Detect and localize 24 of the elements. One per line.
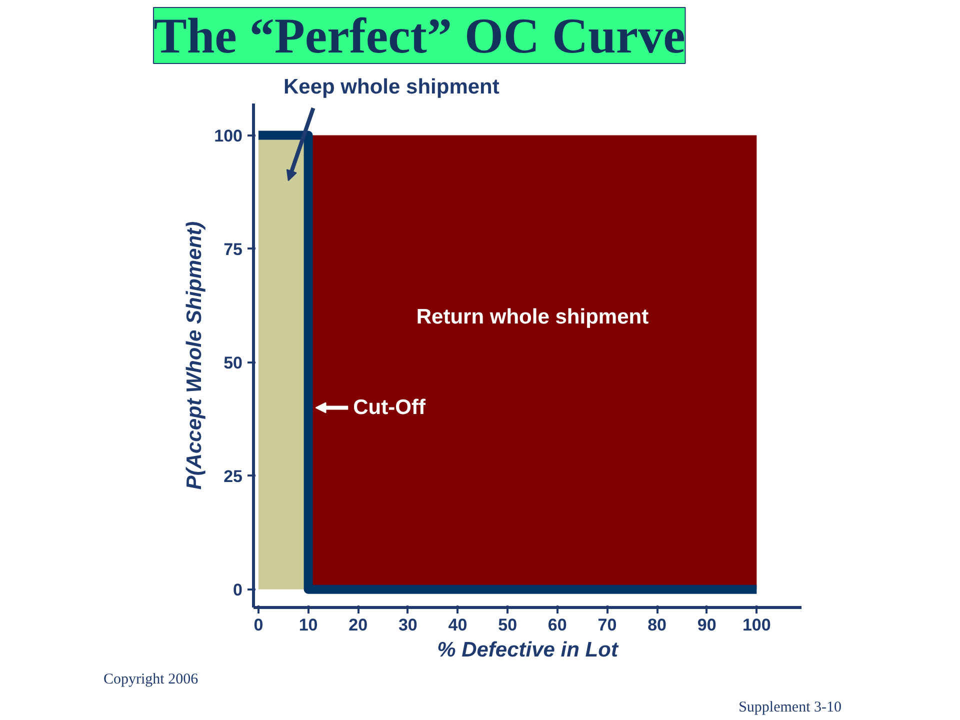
annotation: Cut-Off bbox=[353, 396, 426, 420]
x-tick-label: 20 bbox=[348, 616, 368, 634]
y-tick-label: 100 bbox=[214, 126, 243, 146]
x-tick-label: 0 bbox=[254, 616, 264, 634]
x-tick-label: 40 bbox=[448, 616, 468, 634]
x-tick-label: 60 bbox=[548, 616, 567, 634]
x-tick-label: 100 bbox=[742, 616, 771, 634]
x-tick-label: 90 bbox=[697, 616, 716, 634]
text: Supplement 3-10 bbox=[738, 700, 842, 716]
y-axis-title: P(Accept Whole Shipment) bbox=[183, 221, 206, 490]
x-tick-label: 50 bbox=[498, 616, 518, 634]
x-tick-label: 80 bbox=[648, 616, 666, 634]
x-axis-title: % Defective in Lot bbox=[437, 638, 619, 662]
y-tick-label: 50 bbox=[224, 353, 243, 372]
y-tick-label: 25 bbox=[224, 466, 243, 486]
chart-title: The “Perfect” OC Curve bbox=[154, 8, 686, 64]
band-label: Keep whole shipment bbox=[284, 76, 500, 98]
x-tick-label: 70 bbox=[598, 616, 617, 634]
y-tick-label: 0 bbox=[233, 580, 243, 600]
y-tick-label: 75 bbox=[224, 240, 243, 259]
x-tick-label: 30 bbox=[398, 616, 418, 634]
band-label: Return whole shipment bbox=[416, 305, 649, 328]
text: Copyright 2006 bbox=[104, 672, 199, 688]
x-tick-label: 10 bbox=[298, 616, 318, 634]
